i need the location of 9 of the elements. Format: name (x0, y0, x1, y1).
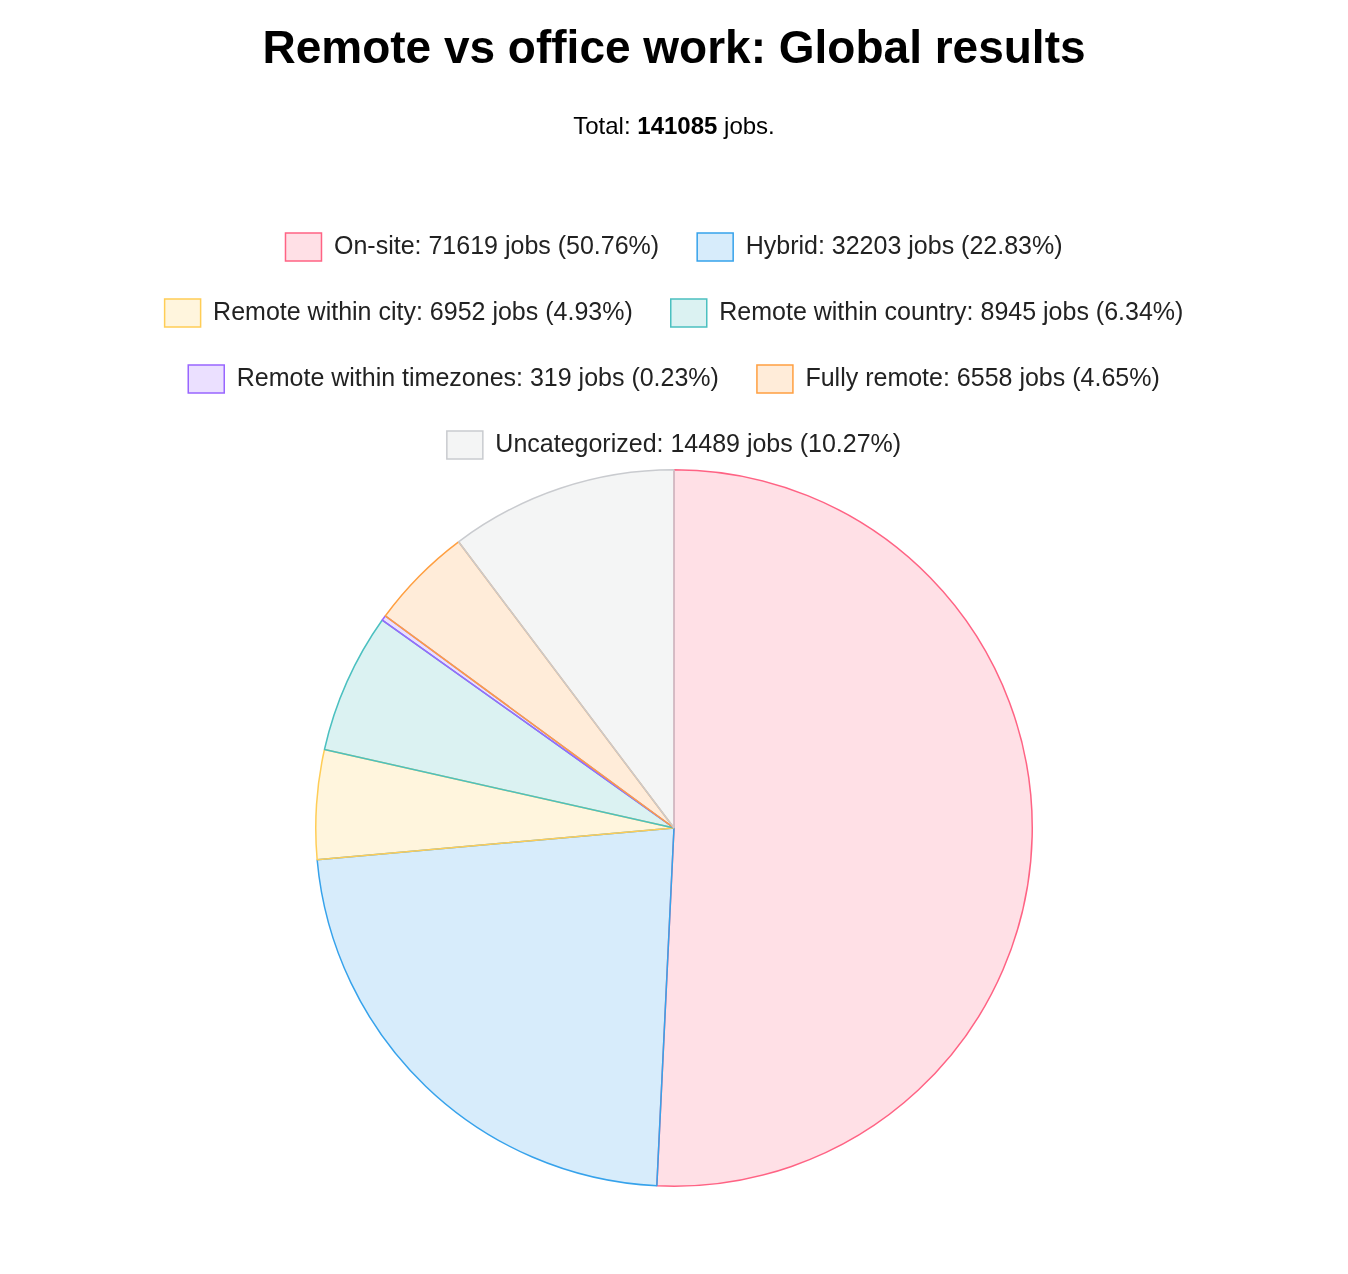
legend-label: Uncategorized: 14489 jobs (10.27%) (495, 428, 902, 457)
legend-label: Remote within country: 8945 jobs (6.34%) (719, 296, 1184, 325)
legend-label: Remote within timezones: 319 jobs (0.23%) (236, 362, 719, 391)
legend-label: Remote within city: 6952 jobs (4.93%) (213, 296, 633, 325)
chart-title: Remote vs office work: Global results (261, 20, 1087, 74)
legend-label: Hybrid: 32203 jobs (22.83%) (745, 230, 1063, 259)
legend-label: Fully remote: 6558 jobs (4.65%) (805, 362, 1160, 391)
chart-subtitle: Total: 141085 jobs. (573, 112, 775, 139)
legend-label: On-site: 71619 jobs (50.76%) (333, 230, 660, 259)
